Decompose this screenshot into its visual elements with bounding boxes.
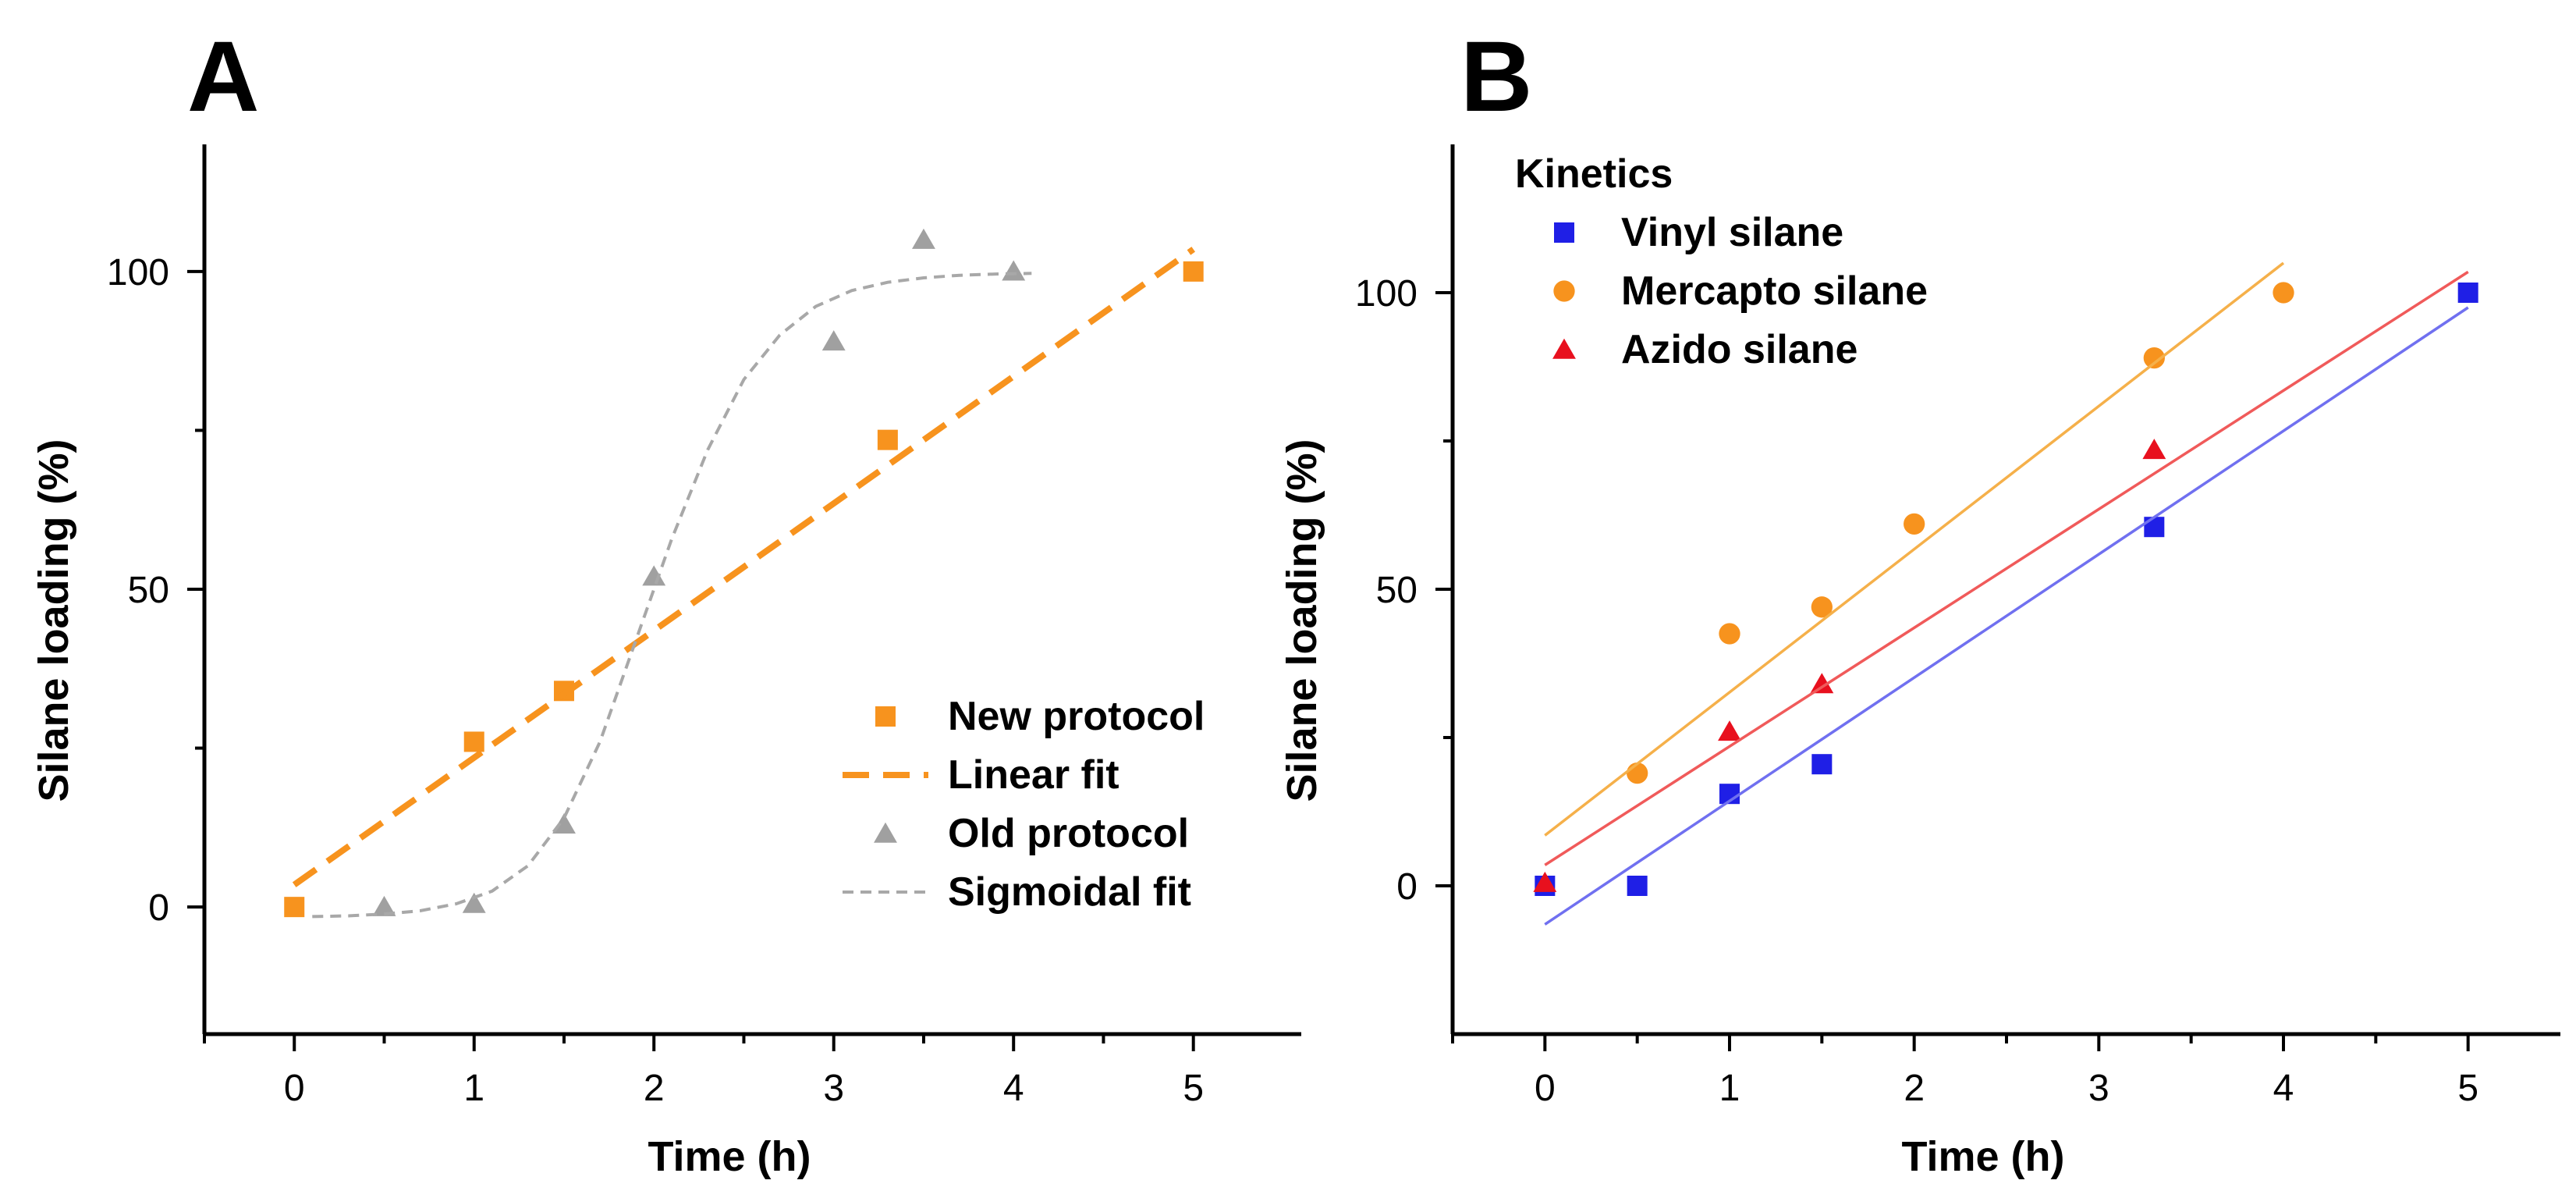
azido-silane-point	[1810, 673, 1834, 694]
x-tick-label: 5	[1183, 1068, 1204, 1109]
fit-1-line	[1544, 306, 2469, 926]
mercapto-silane-point	[2143, 347, 2165, 369]
linear-fit-line	[292, 247, 1196, 887]
x-tick-label: 2	[1904, 1068, 1925, 1109]
legend-mercapto-silane-marker	[1553, 280, 1575, 302]
old-protocol-point	[912, 228, 935, 249]
legend-old-protocol-marker	[874, 822, 897, 843]
old-protocol-point	[552, 812, 576, 834]
old-protocol-point	[462, 892, 486, 913]
vinyl-silane-point	[1627, 876, 1648, 896]
new-protocol-point	[284, 897, 305, 918]
legend-new-protocol-label: New protocol	[948, 694, 1205, 739]
y-tick-label: 0	[1396, 866, 1418, 908]
y-tick-label: 0	[148, 887, 169, 929]
x-tick-label: 1	[463, 1068, 484, 1109]
x-tick-label: 5	[2457, 1068, 2478, 1109]
legend-vinyl-silane-marker	[1554, 222, 1574, 243]
vinyl-silane-point	[2144, 517, 2165, 538]
sigmoidal-fit-line	[312, 272, 1032, 919]
new-protocol-point	[463, 731, 484, 752]
y-tick-label: 50	[1376, 570, 1418, 611]
x-axis-label: Time (h)	[1901, 1133, 2064, 1180]
fit-5-line	[1544, 270, 2469, 866]
legend-mercapto-silane-label: Mercapto silane	[1621, 268, 1928, 314]
x-tick-label: 4	[1003, 1068, 1024, 1109]
x-tick-label: 1	[1719, 1068, 1740, 1109]
legend-sigmoidal-fit-label: Sigmoidal fit	[948, 869, 1191, 915]
legend-new-protocol-marker	[875, 706, 896, 727]
legend-linear-fit-label: Linear fit	[948, 752, 1119, 798]
new-protocol-point	[877, 429, 898, 450]
mercapto-silane-point	[2273, 282, 2294, 304]
x-tick-label: 2	[644, 1068, 665, 1109]
mercapto-silane-point	[1627, 762, 1648, 784]
legend-title: Kinetics	[1515, 151, 1673, 197]
x-tick-label: 0	[1535, 1068, 1556, 1109]
old-protocol-point	[372, 895, 396, 916]
azido-silane-point	[1718, 720, 1741, 741]
fit-3-line	[1544, 261, 2285, 837]
new-protocol-point	[1183, 261, 1204, 282]
y-axis-label: Silane loading (%)	[30, 439, 77, 802]
old-protocol-point	[1002, 260, 1026, 281]
vinyl-silane-point	[1811, 754, 1833, 775]
old-protocol-point	[821, 330, 846, 351]
vinyl-silane-point	[2457, 283, 2478, 303]
panel-b-letter: B	[1460, 21, 1532, 133]
azido-silane-point	[1533, 871, 1557, 892]
x-tick-label: 3	[823, 1068, 844, 1109]
panel-a-letter: A	[187, 21, 259, 133]
x-axis-label: Time (h)	[648, 1133, 811, 1180]
mercapto-silane-point	[1719, 623, 1740, 645]
x-tick-label: 0	[284, 1068, 305, 1109]
old-protocol-point	[642, 565, 666, 586]
legend-azido-silane-label: Azido silane	[1621, 327, 1857, 372]
y-tick-label: 100	[107, 252, 169, 293]
legend-azido-silane-marker	[1552, 338, 1576, 359]
y-tick-label: 100	[1355, 273, 1418, 315]
mercapto-silane-point	[1904, 513, 1925, 535]
azido-silane-point	[2142, 439, 2166, 460]
y-axis-label: Silane loading (%)	[1279, 439, 1325, 802]
legend-old-protocol-label: Old protocol	[948, 811, 1189, 856]
legend-vinyl-silane-label: Vinyl silane	[1621, 210, 1843, 255]
x-tick-label: 3	[2088, 1068, 2109, 1109]
mercapto-silane-point	[1811, 596, 1833, 618]
y-tick-label: 50	[128, 570, 169, 611]
x-tick-label: 4	[2273, 1068, 2294, 1109]
